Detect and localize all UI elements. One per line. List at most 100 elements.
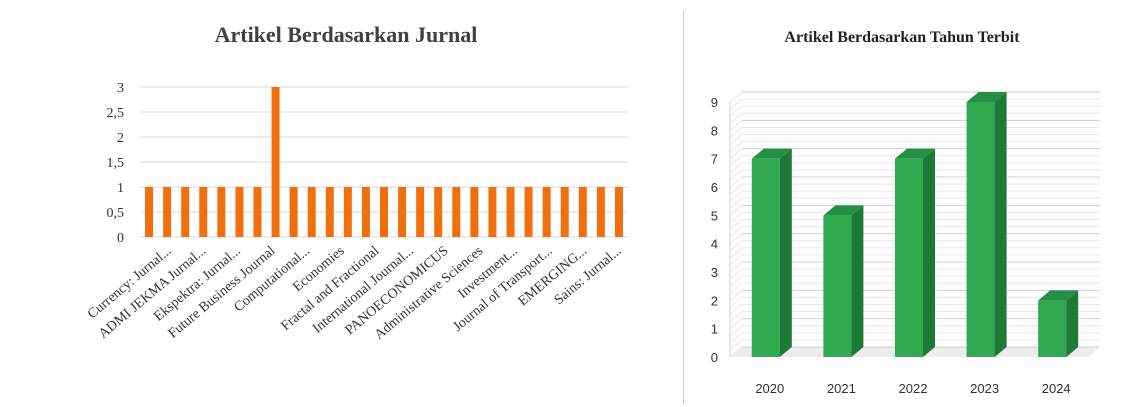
gridline-side <box>729 141 743 152</box>
journal-chart-panel: Artikel Berdasarkan Jurnal 0 0,5 1 1,5 2 2,5 3… <box>85 22 628 343</box>
bar <box>361 187 370 237</box>
bar <box>470 187 479 237</box>
journal-chart-title: Artikel Berdasarkan Jurnal <box>215 22 478 47</box>
y-tick-label: 2,5 <box>107 106 125 121</box>
gridline-side <box>729 346 743 358</box>
bar <box>181 187 190 237</box>
gridline-side <box>729 212 743 223</box>
gridline-side <box>729 91 743 103</box>
gridline-side <box>729 119 743 131</box>
panel-divider <box>683 10 684 405</box>
gridline-side <box>729 190 743 202</box>
journal-bar-chart: Artikel Berdasarkan Jurnal 0 0,5 1 1,5 2 2,5 3… <box>85 22 628 343</box>
category-label: 2021 <box>827 381 856 396</box>
gridline-side <box>729 318 743 330</box>
gridline-side <box>729 282 743 294</box>
gridline-side <box>729 134 743 145</box>
gridline-side <box>729 176 743 188</box>
gridline-side <box>729 332 743 344</box>
gridline-side <box>729 325 743 337</box>
bar <box>343 187 352 237</box>
y-tick-label: 3 <box>117 81 124 96</box>
bar <box>416 187 425 237</box>
y-tick-label: 1 <box>117 181 124 196</box>
y-tick-label: 2 <box>117 131 124 146</box>
gridline-side <box>729 112 743 124</box>
gridline-side <box>729 254 743 266</box>
bar <box>163 187 172 237</box>
bar <box>307 187 316 237</box>
bar <box>895 158 923 357</box>
bar <box>325 187 334 237</box>
bar <box>380 187 388 237</box>
bar <box>966 102 995 357</box>
gridline-side <box>729 339 743 351</box>
gridline-side <box>729 275 743 287</box>
gridline-side <box>729 233 743 245</box>
gridline-side <box>729 261 743 273</box>
y-tick-label: 4 <box>711 237 718 252</box>
bar-top <box>823 205 864 216</box>
bar-top <box>966 92 1007 102</box>
bar <box>398 187 407 237</box>
gridline-side <box>729 311 743 322</box>
category-label: 2023 <box>970 381 999 396</box>
gridline-side <box>729 240 743 252</box>
gridline-side <box>729 297 743 308</box>
y-tick-label: 0 <box>117 231 124 246</box>
bar <box>145 187 154 237</box>
gridline-side <box>729 183 743 195</box>
y-tick-label: 0 <box>711 350 718 365</box>
gridline-side <box>729 197 743 209</box>
bar <box>751 158 780 357</box>
bar <box>452 187 461 237</box>
y-tick-label: 5 <box>711 208 718 223</box>
year-chart-panel: Artikel Berdasarkan Tahun Terbit 0 1 2 3 4 5 6… <box>688 0 1128 407</box>
gridline-side <box>729 226 743 237</box>
bar <box>488 187 497 237</box>
gridline-side <box>729 289 743 301</box>
gridline-side <box>729 105 743 117</box>
gridline-side <box>729 304 743 315</box>
bar-side <box>779 148 792 357</box>
gridline-side <box>729 247 743 259</box>
y-tick-label: 8 <box>711 123 718 138</box>
bar <box>823 215 852 357</box>
bar <box>235 187 244 237</box>
bar-side <box>923 148 935 357</box>
category-label: 2024 <box>1042 381 1071 396</box>
bar <box>506 187 515 237</box>
bar <box>289 187 298 237</box>
bar <box>578 187 587 237</box>
bar-side <box>1066 290 1079 357</box>
bar <box>560 187 569 237</box>
y-tick-label: 6 <box>711 180 718 195</box>
gridline-side <box>729 127 743 138</box>
bar <box>217 187 226 237</box>
gridline-side <box>729 204 743 216</box>
bar-top <box>751 148 792 159</box>
bar-top <box>1038 290 1079 301</box>
bar <box>271 87 280 237</box>
gridline-side <box>729 98 743 110</box>
bar-side <box>994 92 1007 357</box>
y-tick-label: 7 <box>711 152 718 167</box>
gridline-side <box>729 169 743 181</box>
bar-side <box>851 205 864 357</box>
bar <box>253 187 262 237</box>
gridline-side <box>729 148 743 160</box>
y-tick-label: 2 <box>711 293 718 308</box>
gridline-side <box>729 155 743 167</box>
bar <box>199 187 208 237</box>
gridline-side <box>729 268 743 280</box>
bar <box>614 187 623 237</box>
y-tick-label: 3 <box>711 265 718 280</box>
year-chart-title: Artikel Berdasarkan Tahun Terbit <box>784 29 1020 46</box>
bar-top <box>895 148 935 159</box>
y-tick-label: 1,5 <box>107 156 125 171</box>
y-tick-label: 0,5 <box>107 206 125 221</box>
y-tick-label: 9 <box>711 95 718 110</box>
bar <box>596 187 605 237</box>
year-bar-chart: Artikel Berdasarkan Tahun Terbit 0 1 2 3 4 5 6… <box>711 29 1100 396</box>
bar <box>434 187 443 237</box>
